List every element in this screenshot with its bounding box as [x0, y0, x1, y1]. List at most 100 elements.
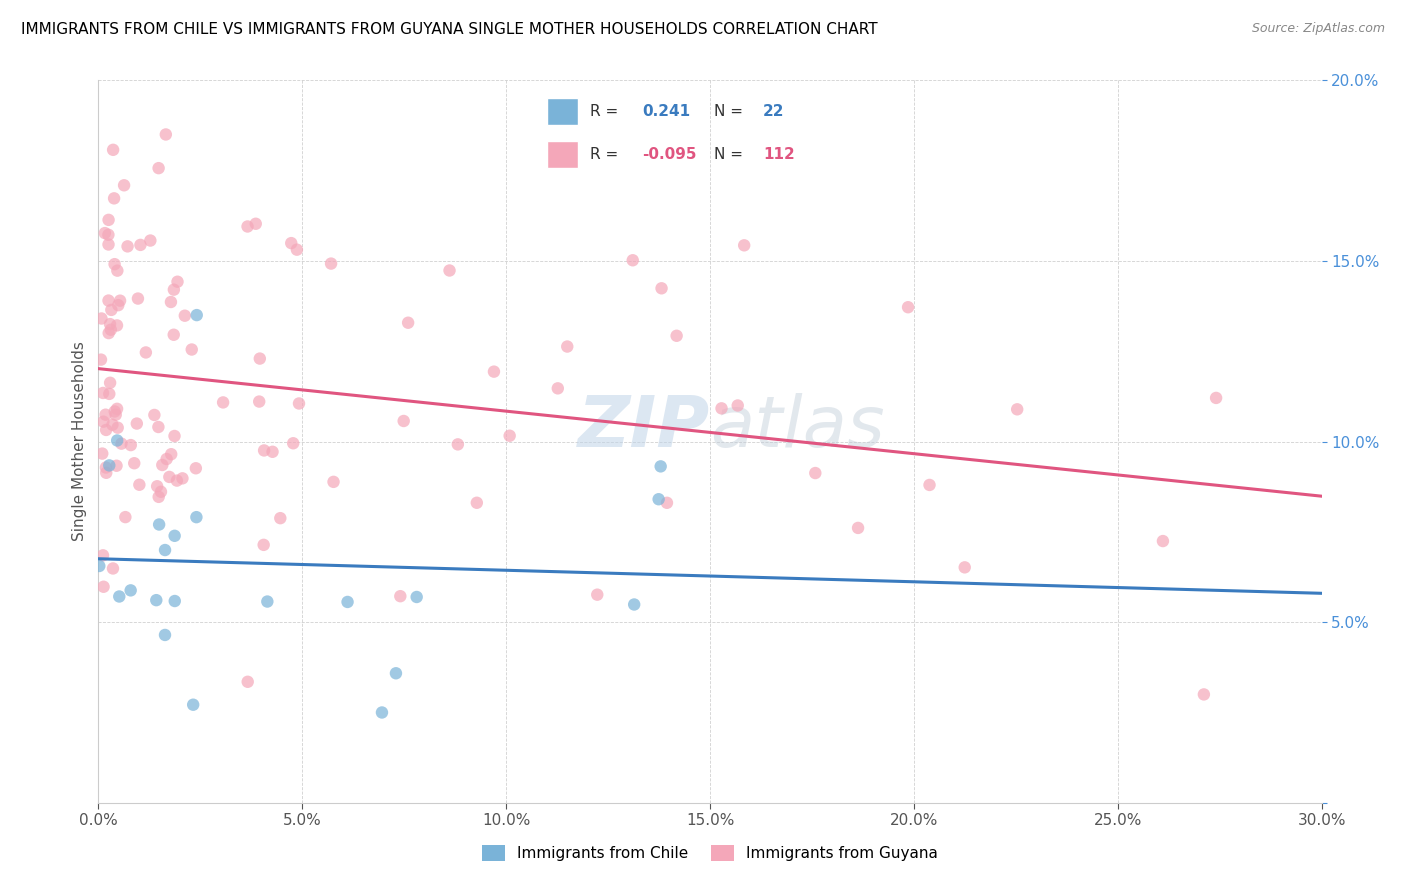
Point — [93, 415, 115, 429]
Point — [447, 437, 470, 451]
Point — [107, 298, 129, 312]
Point — [91, 549, 114, 563]
Point — [1152, 534, 1174, 549]
Point — [98, 387, 121, 401]
Point — [149, 484, 172, 499]
Point — [101, 561, 124, 575]
Point — [98, 376, 121, 390]
Point — [143, 408, 166, 422]
Point — [665, 328, 688, 343]
Point — [586, 588, 609, 602]
Point — [163, 594, 186, 608]
Point — [112, 178, 135, 193]
Point — [98, 458, 121, 473]
Point — [269, 511, 291, 525]
Point — [110, 436, 132, 450]
Text: 112: 112 — [763, 147, 794, 161]
Point — [127, 292, 149, 306]
Point — [288, 396, 311, 410]
Point — [733, 238, 755, 252]
Text: atlas: atlas — [710, 392, 884, 461]
Point — [322, 475, 344, 489]
Point — [153, 543, 176, 558]
Point — [280, 236, 302, 251]
Point — [371, 706, 394, 720]
Point — [953, 560, 976, 574]
Point — [710, 401, 733, 416]
Point — [166, 474, 188, 488]
Text: -0.095: -0.095 — [643, 147, 697, 161]
Point — [245, 217, 267, 231]
Point — [1205, 391, 1227, 405]
Text: R =: R = — [591, 147, 619, 161]
Point — [655, 496, 678, 510]
Text: IMMIGRANTS FROM CHILE VS IMMIGRANTS FROM GUYANA SINGLE MOTHER HOUSEHOLDS CORRELA: IMMIGRANTS FROM CHILE VS IMMIGRANTS FROM… — [21, 22, 877, 37]
Point — [150, 458, 173, 472]
Point — [283, 436, 305, 450]
Text: ZIP: ZIP — [578, 392, 710, 461]
Bar — [547, 98, 578, 125]
Point — [105, 434, 128, 448]
Legend: Immigrants from Chile, Immigrants from Guyana: Immigrants from Chile, Immigrants from G… — [475, 839, 945, 867]
Point — [163, 327, 186, 342]
Point — [897, 300, 920, 314]
Point — [97, 212, 120, 227]
Point — [465, 496, 488, 510]
Point — [114, 510, 136, 524]
Point — [103, 257, 125, 271]
Point — [186, 308, 208, 322]
Point — [139, 234, 162, 248]
Point — [253, 443, 276, 458]
Point — [336, 595, 359, 609]
Text: R =: R = — [591, 104, 619, 119]
Point — [846, 521, 869, 535]
Point — [396, 316, 419, 330]
Point — [100, 302, 122, 317]
Text: 0.241: 0.241 — [643, 104, 690, 119]
Point — [389, 589, 412, 603]
Point — [105, 401, 128, 416]
Y-axis label: Single Mother Households: Single Mother Households — [72, 342, 87, 541]
Point — [482, 365, 505, 379]
Point — [125, 417, 148, 431]
Point — [135, 345, 157, 359]
Point — [285, 243, 308, 257]
Point — [93, 580, 115, 594]
Point — [105, 458, 128, 473]
Point — [405, 590, 427, 604]
Point — [91, 386, 114, 401]
Point — [555, 340, 578, 354]
Point — [128, 477, 150, 491]
Point — [104, 404, 127, 418]
Point — [498, 428, 520, 442]
Point — [94, 408, 117, 422]
Point — [650, 459, 672, 474]
Point — [89, 559, 111, 574]
Point — [148, 490, 170, 504]
Point — [647, 492, 669, 507]
Point — [212, 395, 235, 409]
Point — [172, 471, 194, 485]
Point — [120, 438, 142, 452]
Text: N =: N = — [714, 147, 742, 161]
Point — [94, 226, 117, 240]
Point — [547, 381, 569, 395]
Point — [100, 323, 122, 337]
Text: Source: ZipAtlas.com: Source: ZipAtlas.com — [1251, 22, 1385, 36]
Point — [90, 352, 112, 367]
Point — [90, 311, 112, 326]
Point — [96, 466, 118, 480]
Point — [108, 590, 131, 604]
Point — [249, 351, 271, 366]
Point — [145, 593, 167, 607]
Point — [108, 293, 131, 308]
Point — [727, 399, 749, 413]
Point — [319, 256, 342, 270]
Point — [186, 510, 208, 524]
Point — [120, 583, 142, 598]
Point — [105, 318, 128, 333]
Point — [155, 128, 177, 142]
Point — [180, 343, 202, 357]
Text: 22: 22 — [763, 104, 785, 119]
Point — [163, 529, 186, 543]
